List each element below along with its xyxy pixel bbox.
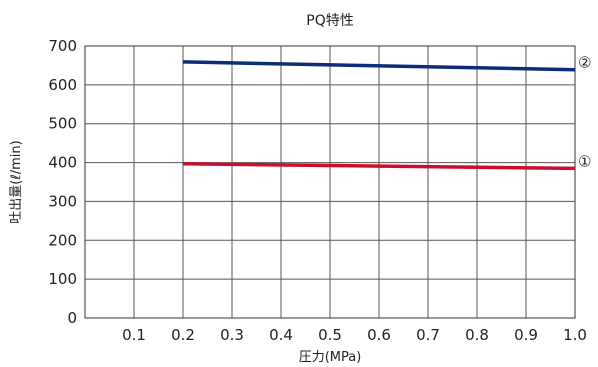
grid [85,45,576,319]
y-tick-label: 100 [48,270,77,288]
series-lines [182,60,576,171]
y-tick-label: 0 [67,309,77,327]
y-tick-label: 500 [48,115,77,133]
y-tick-label: 700 [48,37,77,55]
y-tick-label: 400 [48,154,77,172]
series-labels: ①② [578,54,591,171]
y-tick-label: 300 [48,192,77,210]
y-tick-label: 200 [48,231,77,249]
x-tick-label: 1.0 [563,326,587,344]
x-tick-label: 0.4 [269,326,293,344]
x-tick-label: 0.1 [122,326,146,344]
series-label-1: ① [578,152,591,170]
plot-frame [84,45,576,319]
series-line-1 [182,161,576,171]
x-tick-label: 0.6 [367,326,391,344]
series-line-2 [182,60,576,72]
x-tick-label: 0.3 [220,326,244,344]
y-axis-title: 吐出量(ℓ/min) [9,140,24,223]
x-tick-label: 0.9 [514,326,538,344]
y-tick-labels: 0 100 200 300 400 500 600 700 [48,37,77,327]
x-tick-labels: 0.1 0.2 0.3 0.4 0.5 0.6 0.7 0.8 0.9 1.0 [122,326,587,344]
x-tick-label: 0.7 [416,326,440,344]
x-axis-title: 圧力(MPa) [299,350,362,365]
chart-title: PQ特性 [306,13,353,29]
x-tick-label: 0.8 [465,326,489,344]
series-label-2: ② [578,54,591,72]
x-tick-label: 0.5 [318,326,342,344]
y-tick-label: 600 [48,76,77,94]
x-tick-label: 0.2 [171,326,195,344]
